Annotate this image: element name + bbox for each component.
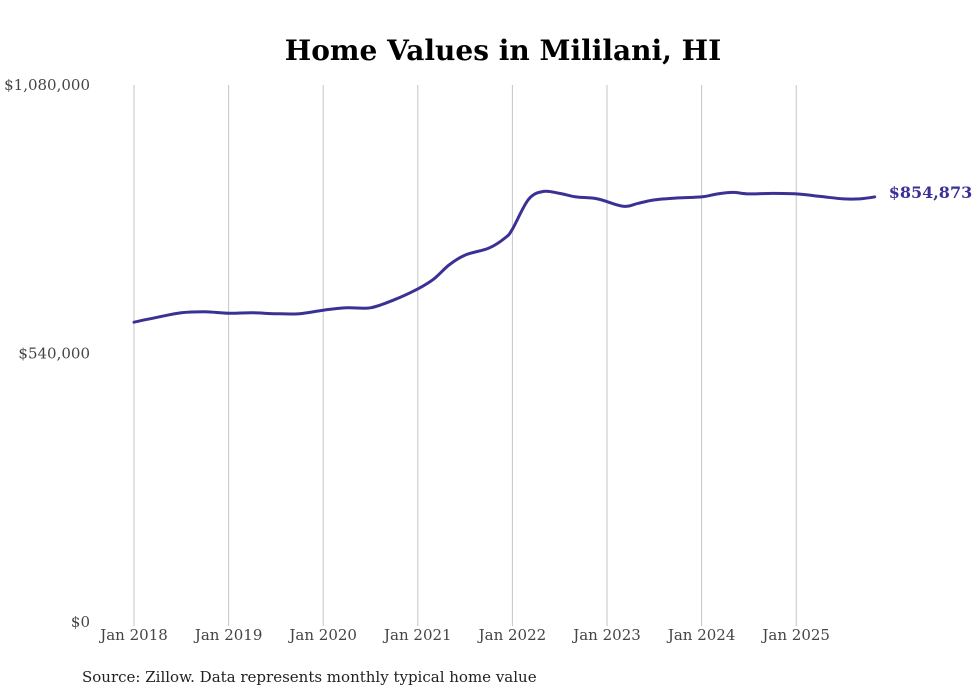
y-axis-ticks: $0 $540,000 $1,080,000 xyxy=(4,76,90,631)
series-line xyxy=(132,189,877,324)
x-axis-ticks: Jan 2018 Jan 2019 Jan 2020 Jan 2021 Jan 2022… xyxy=(98,626,830,644)
source-note: Source: Zillow. Data represents monthly … xyxy=(82,668,537,686)
series-group: $854,873 xyxy=(132,183,973,324)
chart-title: Home Values in Mililani, HI xyxy=(285,34,721,67)
x-tick-label: Jan 2018 xyxy=(98,626,168,644)
y-tick-label: $1,080,000 xyxy=(4,76,90,94)
y-tick-label: $540,000 xyxy=(18,345,90,363)
x-tick-label: Jan 2024 xyxy=(666,626,736,644)
x-tick-label: Jan 2019 xyxy=(193,626,263,644)
x-tick-label: Jan 2020 xyxy=(287,626,357,644)
x-tick-label: Jan 2021 xyxy=(382,626,452,644)
x-tick-label: Jan 2025 xyxy=(760,626,830,644)
end-value-label: $854,873 xyxy=(889,183,973,202)
x-tick-label: Jan 2023 xyxy=(571,626,641,644)
y-tick-label: $0 xyxy=(71,613,90,631)
gridlines xyxy=(133,85,797,626)
x-tick-label: Jan 2022 xyxy=(477,626,547,644)
